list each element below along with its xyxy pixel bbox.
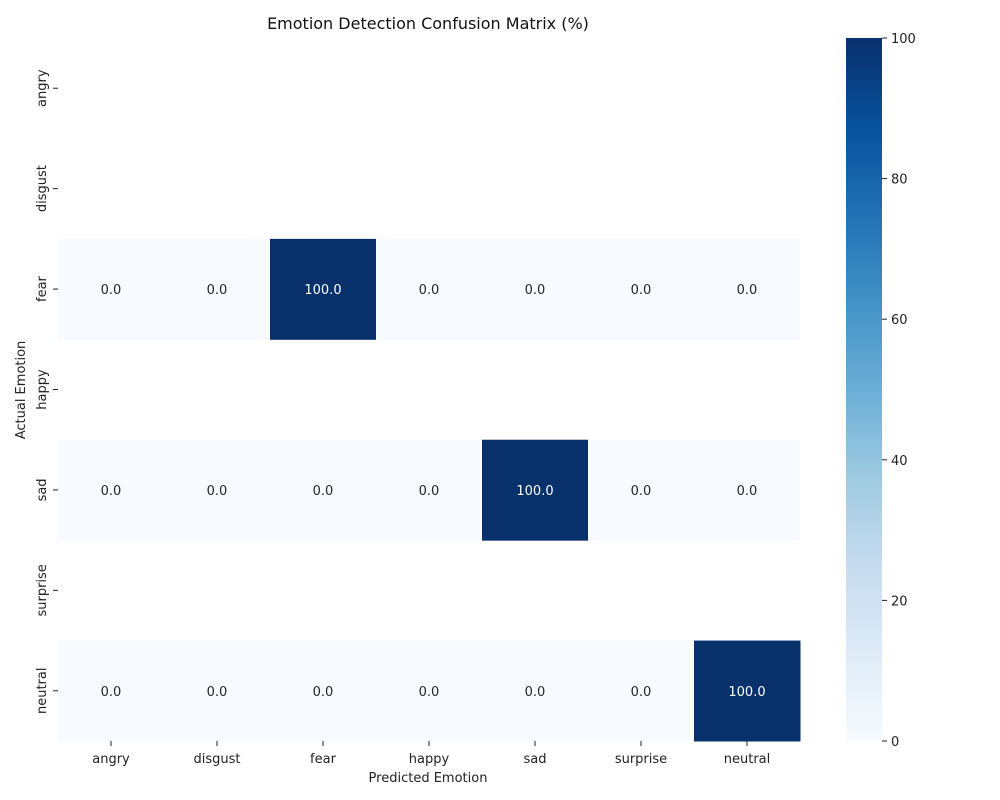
cell-value-label: 0.0	[419, 685, 440, 700]
x-tick-label: fear	[310, 752, 337, 767]
heatmap-cell	[588, 439, 695, 541]
x-tick-label: happy	[409, 752, 450, 767]
heatmap-cell	[58, 640, 165, 742]
colorbar	[846, 38, 882, 741]
colorbar-tick-label: 40	[891, 454, 908, 469]
heatmap-cell	[694, 640, 801, 742]
heatmap-cell	[376, 238, 483, 340]
cell-value-label: 0.0	[419, 484, 440, 499]
heatmap-cell	[270, 238, 377, 340]
cell-value-label: 100.0	[728, 685, 765, 700]
x-axis-ticks: angry disgust fear happy sad surprise neutral	[92, 741, 770, 767]
cell-value-label: 0.0	[207, 484, 228, 499]
heatmap-cell	[58, 439, 165, 541]
x-tick-label: neutral	[724, 752, 771, 767]
y-tick-label: surprise	[35, 564, 50, 616]
cell-value-label: 0.0	[101, 484, 122, 499]
x-tick-label: surprise	[615, 752, 667, 767]
heatmap-cell	[694, 238, 801, 340]
cell-value-label: 0.0	[207, 283, 228, 298]
y-tick-label: disgust	[35, 165, 50, 212]
cell-value-label: 0.0	[101, 685, 122, 700]
heatmap-cell	[270, 640, 377, 742]
heatmap-cell	[58, 238, 165, 340]
heatmap-cell	[164, 640, 271, 742]
cell-value-label: 0.0	[737, 283, 758, 298]
y-tick-label: fear	[35, 275, 50, 302]
cell-value-label: 0.0	[207, 685, 228, 700]
heatmap-cell	[694, 439, 801, 541]
x-tick-label: angry	[92, 752, 130, 767]
cell-value-label: 0.0	[525, 685, 546, 700]
y-tick-label: sad	[35, 478, 50, 501]
colorbar-tick-label: 100	[891, 32, 916, 47]
heatmap-cell	[482, 238, 589, 340]
heatmap-cell	[588, 640, 695, 742]
colorbar-ticks: 0 20 40 60 80 100	[882, 32, 916, 750]
cell-value-label: 0.0	[525, 283, 546, 298]
cell-value-label: 0.0	[631, 685, 652, 700]
heatmap-cell	[164, 439, 271, 541]
colorbar-tick-label: 60	[891, 313, 908, 328]
heatmap-cell	[588, 238, 695, 340]
colorbar-tick-label: 20	[891, 594, 908, 609]
cell-value-label: 100.0	[304, 283, 341, 298]
y-tick-label: angry	[35, 69, 50, 107]
y-axis-title: Actual Emotion	[14, 341, 29, 440]
colorbar-tick-label: 80	[891, 173, 908, 188]
heatmap-cell	[376, 640, 483, 742]
cell-value-label: 0.0	[419, 283, 440, 298]
cell-value-label: 0.0	[631, 484, 652, 499]
cell-value-label: 0.0	[101, 283, 122, 298]
cell-value-label: 0.0	[737, 484, 758, 499]
cell-value-label: 100.0	[516, 484, 553, 499]
heatmap-cell	[270, 439, 377, 541]
y-axis-ticks: angry disgust fear happy sad surprise neutral	[35, 69, 58, 714]
heatmap-cell	[164, 238, 271, 340]
colorbar-tick-label: 0	[891, 735, 899, 750]
x-tick-label: disgust	[194, 752, 241, 767]
cell-value-label: 0.0	[631, 283, 652, 298]
heatmap-cell	[482, 439, 589, 541]
heatmap-cell	[482, 640, 589, 742]
x-tick-label: sad	[524, 752, 547, 767]
heatmap-cell	[376, 439, 483, 541]
y-tick-label: happy	[35, 369, 50, 410]
chart-title: Emotion Detection Confusion Matrix (%)	[267, 14, 589, 33]
x-axis-title: Predicted Emotion	[369, 771, 488, 786]
cell-value-label: 0.0	[313, 685, 334, 700]
heatmap-cells: 0.0 0.0 100.0 0.0 0.0 0.0 0.0 0.0 0.0 0.0 0.0 100.0…	[58, 238, 801, 742]
y-tick-label: neutral	[35, 668, 50, 715]
cell-value-label: 0.0	[313, 484, 334, 499]
